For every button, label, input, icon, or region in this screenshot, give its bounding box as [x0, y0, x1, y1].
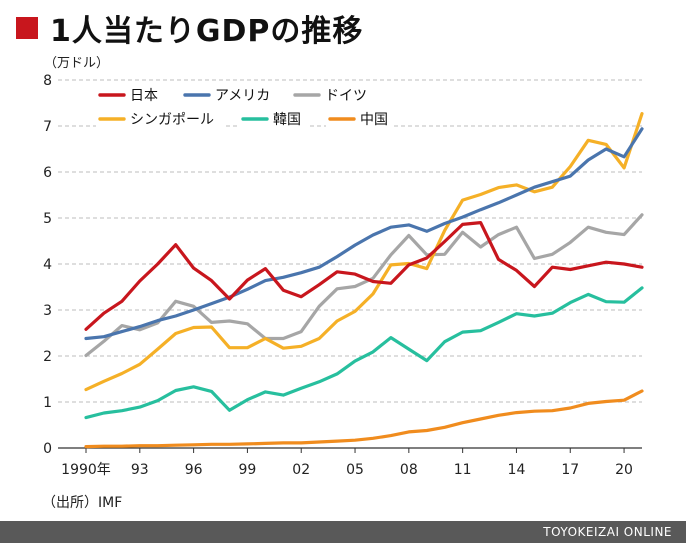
- y-tick-label: 5: [43, 211, 52, 227]
- y-axis-unit-label: （万ドル）: [44, 56, 109, 71]
- y-tick-label: 3: [43, 303, 52, 319]
- series-line-韓国: [84, 286, 644, 420]
- y-tick-label: 0: [43, 441, 52, 457]
- footer-credit: TOYOKEIZAI ONLINE: [543, 525, 672, 539]
- legend-bg: [96, 109, 224, 129]
- legend-bg: [181, 85, 279, 105]
- legend-bg: [291, 85, 374, 105]
- chart-title: 1人当たりGDPの推移: [50, 14, 364, 49]
- legend-label: 韓国: [273, 112, 301, 128]
- series-line-ドイツ: [84, 213, 644, 358]
- legend-label: 日本: [130, 88, 158, 104]
- x-tick-label: 96: [185, 462, 203, 478]
- x-tick-label: 93: [131, 462, 149, 478]
- y-tick-label: 4: [43, 257, 52, 273]
- title-area: 1人当たりGDPの推移: [16, 8, 364, 49]
- source-note: （出所）IMF: [42, 495, 123, 511]
- footer-bar: TOYOKEIZAI ONLINE: [0, 521, 686, 543]
- x-tick-label: 08: [400, 462, 418, 478]
- legend-label: ドイツ: [325, 88, 367, 104]
- x-tick-label: 11: [454, 462, 472, 478]
- legend-label: シンガポール: [130, 112, 214, 128]
- legend-label: 中国: [360, 112, 388, 128]
- series-line-日本: [84, 221, 644, 331]
- x-tick-label: 20: [615, 462, 633, 478]
- legend-bg: [326, 109, 394, 129]
- y-tick-label: 1: [43, 395, 52, 411]
- y-tick-label: 6: [43, 165, 52, 181]
- series-line-アメリカ: [84, 127, 644, 341]
- title-marker: [16, 17, 38, 39]
- x-tick-label: 99: [239, 462, 257, 478]
- y-tick-label: 8: [43, 73, 52, 89]
- series-line-中国: [84, 389, 644, 449]
- series-line-シンガポール: [84, 111, 644, 392]
- x-tick-label: 02: [292, 462, 310, 478]
- legend-label: アメリカ: [215, 88, 270, 104]
- x-tick-label: 14: [508, 462, 526, 478]
- x-tick-label: 17: [561, 462, 579, 478]
- x-tick-label: 05: [346, 462, 364, 478]
- legend-bg: [96, 85, 164, 105]
- legend-bg: [239, 109, 307, 129]
- x-tick-label: 1990年: [61, 462, 111, 478]
- y-tick-label: 7: [43, 119, 52, 135]
- y-tick-label: 2: [43, 349, 52, 365]
